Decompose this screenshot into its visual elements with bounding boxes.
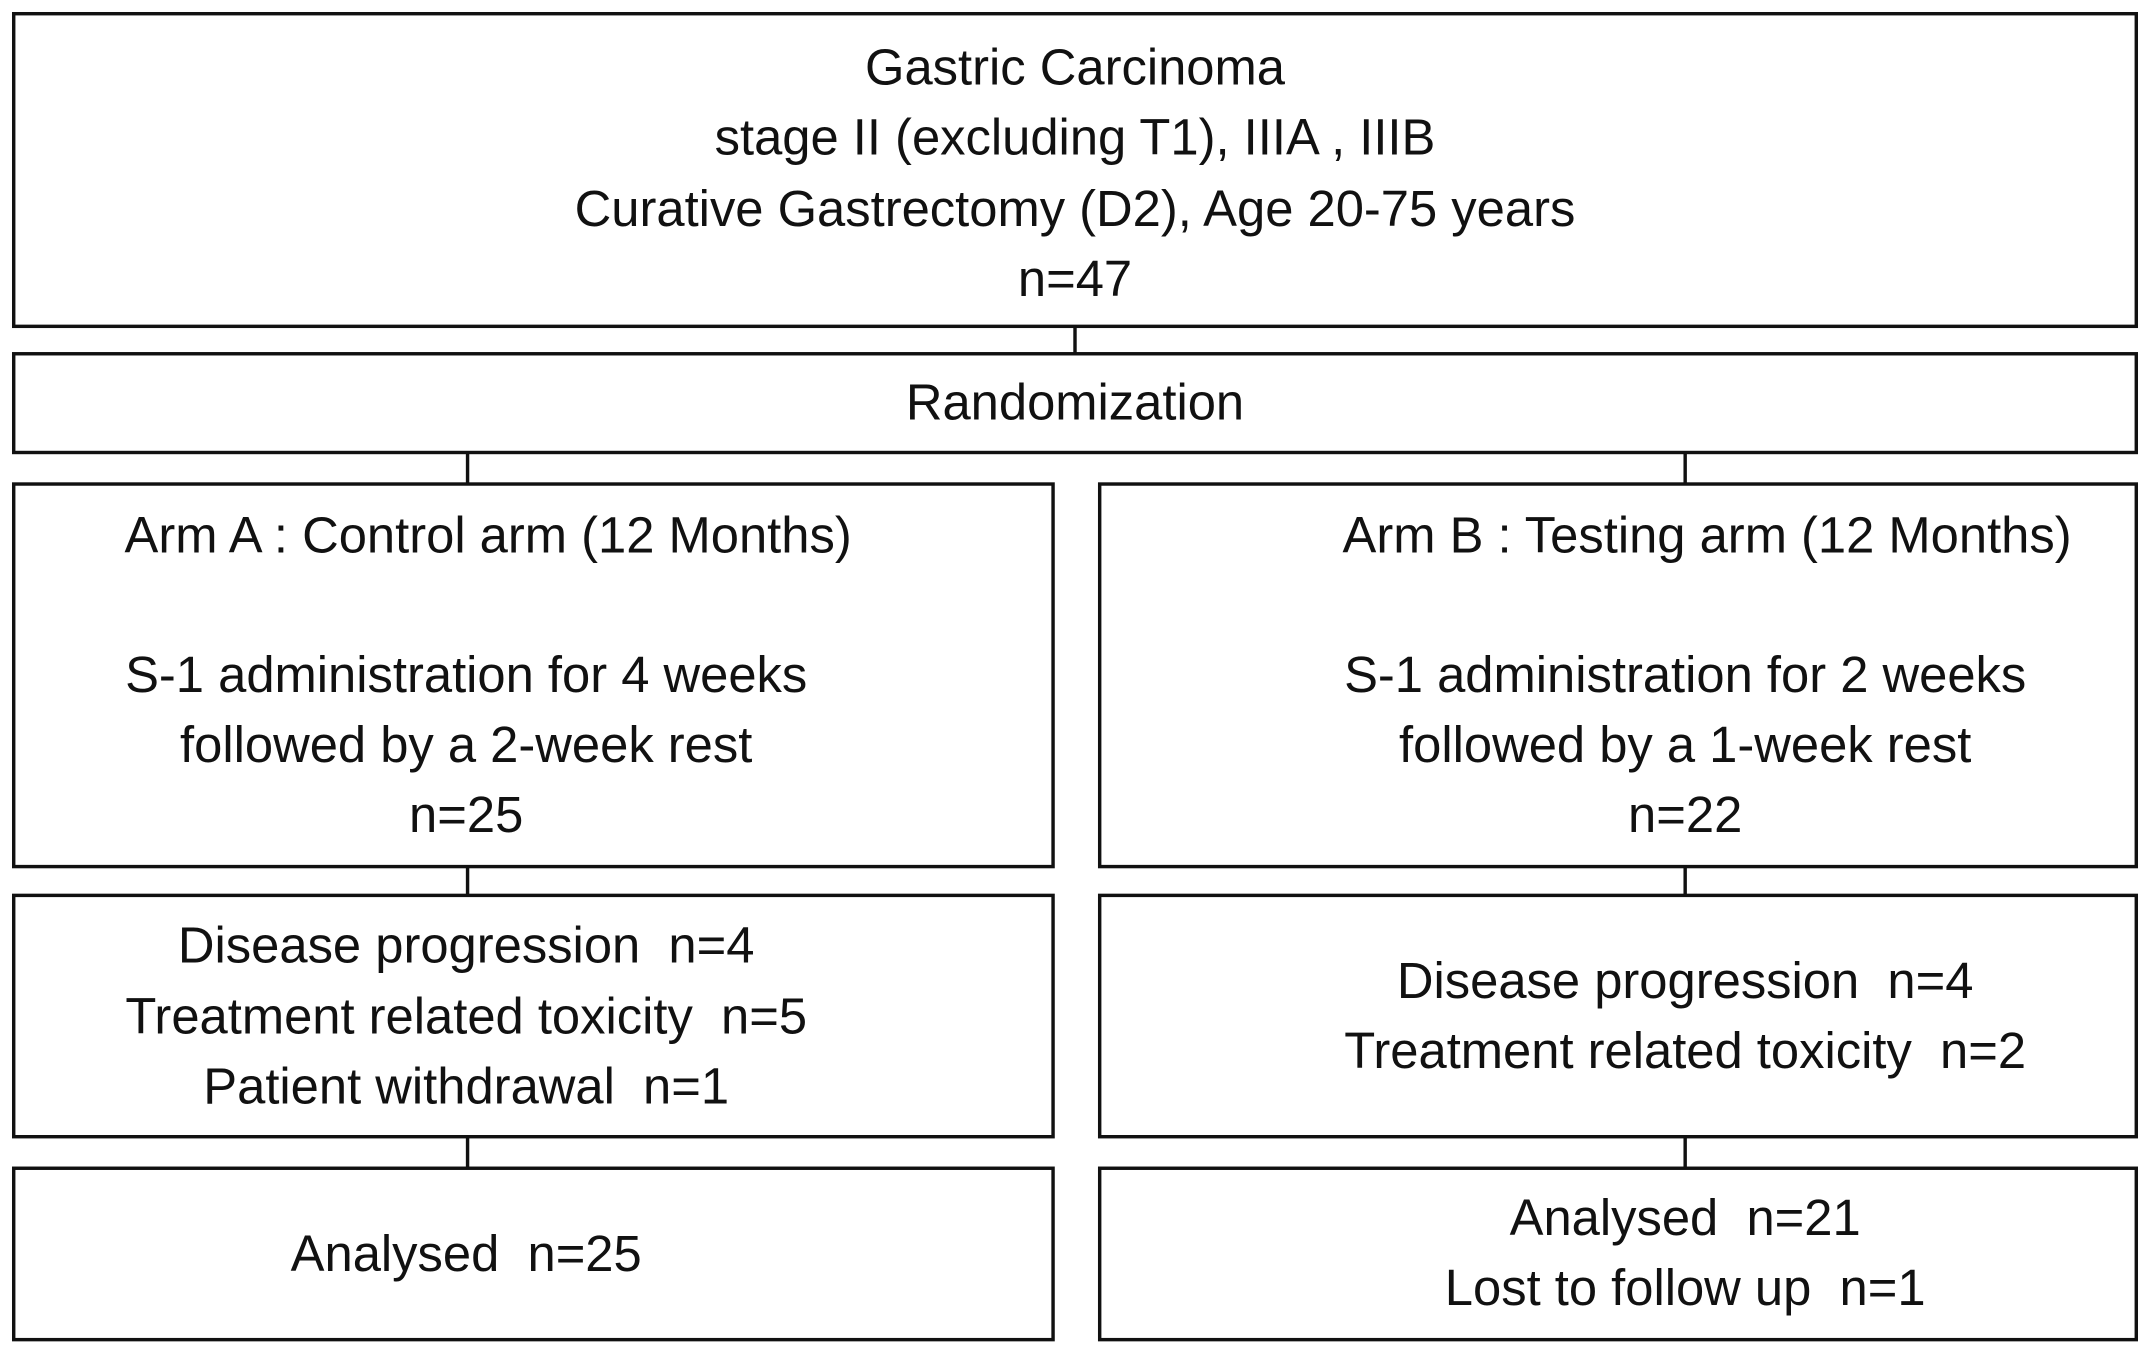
- box: [11, 893, 1055, 1139]
- box-text: followed by a 1-week rest: [1399, 716, 1971, 773]
- box-text: Randomization: [906, 373, 1244, 430]
- box-text: Curative Gastrectomy (D2), Age 20-75 yea…: [575, 180, 1576, 237]
- box-text: n=47: [1018, 250, 1132, 307]
- box-text: Analysed n=25: [291, 1225, 642, 1282]
- box-text: Gastric Carcinoma: [865, 39, 1286, 96]
- box-text: stage II (excluding T1), IIIA , IIIB: [715, 109, 1436, 166]
- box-text: n=22: [1628, 786, 1742, 843]
- box-text: n=25: [409, 786, 523, 843]
- box-text: Lost to follow up n=1: [1445, 1259, 1926, 1316]
- box: [1097, 482, 2139, 869]
- box: [11, 482, 1055, 869]
- box-text: Patient withdrawal n=1: [203, 1057, 729, 1114]
- box-text: followed by a 2-week rest: [180, 716, 752, 773]
- box-text: Disease progression n=4: [178, 916, 755, 973]
- box: [11, 11, 2139, 329]
- box-text: Arm A : Control arm (12 Months): [125, 506, 852, 563]
- box: [1097, 893, 2139, 1139]
- box: [11, 352, 2139, 455]
- box-text: S-1 administration for 2 weeks: [1344, 646, 2026, 703]
- box-text: Treatment related toxicity n=5: [125, 988, 807, 1045]
- box-text: Arm B : Testing arm (12 Months): [1343, 506, 2072, 563]
- box-text: S-1 administration for 4 weeks: [125, 646, 807, 703]
- box-text: Disease progression n=4: [1397, 952, 1974, 1009]
- box-text: Analysed n=21: [1510, 1189, 1861, 1246]
- box-text: Treatment related toxicity n=2: [1344, 1022, 2026, 1079]
- box: [11, 1166, 1055, 1342]
- box: [1097, 1166, 2139, 1342]
